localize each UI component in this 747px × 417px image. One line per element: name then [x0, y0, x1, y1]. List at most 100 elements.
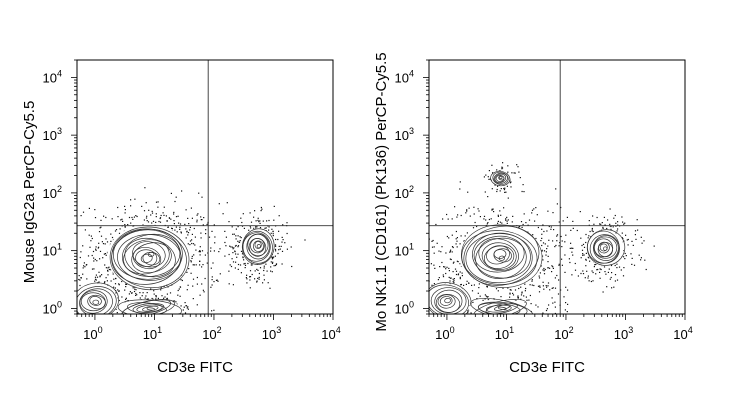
- event-dot: [571, 247, 573, 249]
- event-dot: [541, 255, 544, 257]
- event-dot: [84, 229, 86, 231]
- event-dot: [587, 277, 589, 279]
- event-dot: [579, 211, 581, 213]
- event-dot: [526, 299, 528, 301]
- event-dot: [601, 222, 603, 224]
- event-dot: [226, 202, 228, 204]
- event-dot: [135, 289, 137, 291]
- event-dot: [469, 215, 471, 217]
- event-dot: [602, 226, 604, 228]
- event-dot: [163, 214, 165, 216]
- event-dot: [98, 231, 101, 233]
- event-dot: [614, 264, 616, 267]
- event-dot: [115, 308, 117, 310]
- event-dot: [525, 222, 527, 224]
- event-dot: [572, 247, 574, 249]
- event-dot: [194, 236, 196, 238]
- event-dot: [270, 261, 272, 263]
- event-dot: [110, 280, 112, 282]
- event-dot: [456, 260, 458, 262]
- event-dot: [545, 251, 547, 253]
- event-dot: [551, 287, 553, 289]
- contour-line: [135, 249, 158, 267]
- event-dot: [545, 285, 547, 287]
- contour-line: [79, 290, 108, 314]
- event-dot: [585, 252, 587, 254]
- event-dot: [459, 188, 461, 190]
- contour-line: [477, 302, 521, 314]
- event-dot: [121, 280, 123, 283]
- event-dot: [173, 300, 176, 302]
- event-dot: [187, 243, 189, 245]
- event-dot: [193, 264, 195, 266]
- x-tick-label: 104: [321, 325, 340, 342]
- y-tick-label: 100: [43, 299, 62, 316]
- event-dot: [246, 278, 248, 280]
- event-dot: [231, 246, 233, 248]
- event-dot: [441, 261, 443, 264]
- event-dot: [175, 226, 177, 228]
- event-dot: [253, 227, 255, 229]
- event-dot: [503, 187, 505, 190]
- event-dot: [543, 230, 545, 233]
- event-dot: [179, 286, 181, 288]
- contour-line: [77, 286, 117, 314]
- event-dot: [249, 225, 251, 227]
- event-dot: [182, 309, 184, 311]
- event-dot: [600, 268, 602, 271]
- event-dot: [240, 272, 242, 274]
- event-dot: [501, 222, 503, 224]
- event-dot: [592, 271, 594, 274]
- event-dot: [104, 264, 106, 266]
- event-dot: [146, 215, 148, 217]
- event-dot: [472, 227, 475, 229]
- event-dot: [441, 246, 443, 248]
- event-dot: [107, 270, 109, 272]
- event-dot: [623, 223, 625, 225]
- event-dot: [529, 284, 531, 286]
- event-dot: [555, 244, 557, 247]
- event-dot: [530, 303, 532, 305]
- event-dot: [492, 172, 494, 174]
- event-dot: [118, 284, 120, 286]
- x-tick-label: 104: [673, 325, 692, 342]
- event-dot: [106, 280, 108, 282]
- event-dot: [202, 224, 204, 226]
- event-dot: [580, 237, 582, 239]
- event-dot: [483, 218, 485, 220]
- event-dot: [95, 274, 97, 276]
- event-dot: [552, 287, 554, 289]
- event-dot: [213, 250, 215, 252]
- event-dot: [257, 217, 259, 219]
- event-dot: [163, 297, 165, 299]
- event-dot: [157, 201, 159, 203]
- event-dot: [527, 224, 529, 226]
- event-dot: [213, 224, 215, 226]
- event-dot: [188, 223, 190, 225]
- event-dot: [507, 219, 509, 221]
- event-dot: [228, 221, 230, 223]
- event-dot: [640, 259, 642, 261]
- event-dot: [561, 240, 563, 242]
- event-dot: [105, 277, 107, 279]
- event-dot: [615, 222, 617, 224]
- event-dot: [493, 211, 495, 213]
- event-dot: [536, 214, 538, 216]
- event-dot: [206, 262, 208, 264]
- event-dot: [529, 294, 531, 297]
- event-dot: [514, 289, 517, 291]
- event-dot: [431, 240, 433, 242]
- event-dot: [511, 221, 513, 223]
- event-dot: [271, 271, 273, 273]
- event-dot: [146, 298, 148, 300]
- event-dot: [436, 242, 438, 244]
- event-dot: [196, 304, 198, 306]
- event-dot: [160, 214, 162, 217]
- y-axis-title: Mouse IgG2a PerCP-Cy5.5: [21, 101, 38, 284]
- contour-line: [147, 252, 155, 257]
- event-dot: [205, 233, 207, 235]
- event-dot: [571, 251, 573, 253]
- event-dot: [554, 301, 556, 303]
- event-dot: [459, 263, 461, 265]
